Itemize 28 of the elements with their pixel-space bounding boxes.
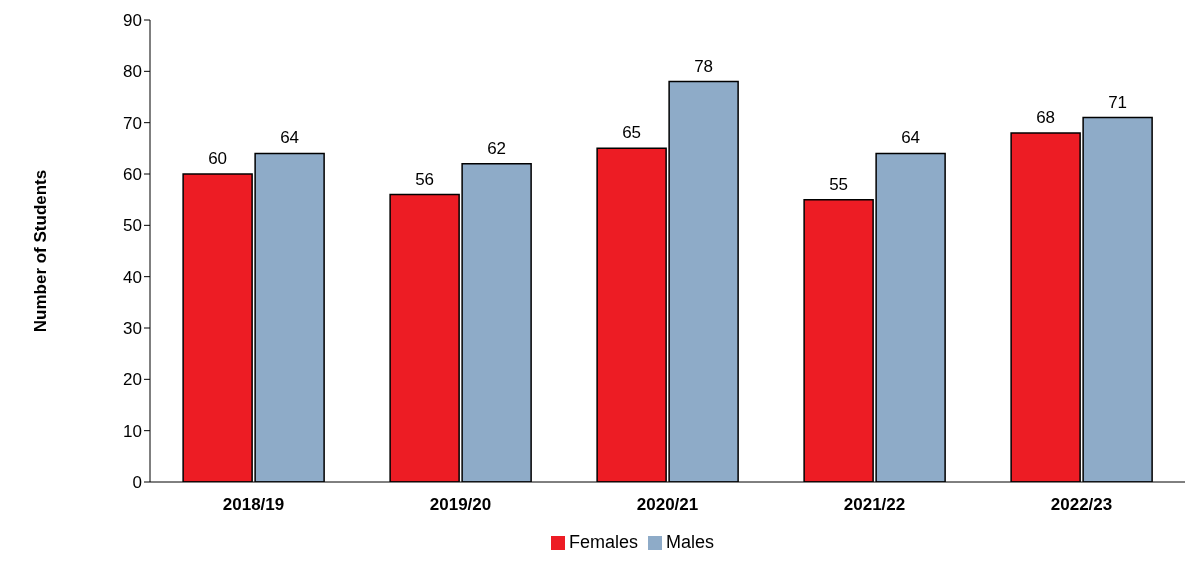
y-tick-label: 50 bbox=[123, 216, 142, 236]
x-tick-label: 2021/22 bbox=[843, 495, 906, 515]
y-tick-label: 10 bbox=[123, 421, 142, 441]
y-tick-label: 40 bbox=[123, 267, 142, 287]
data-label: 62 bbox=[487, 138, 507, 158]
x-tick-label: 2019/20 bbox=[429, 495, 492, 515]
data-label: 64 bbox=[280, 128, 300, 148]
data-label: 55 bbox=[829, 174, 849, 194]
legend-label: Females bbox=[568, 532, 638, 552]
y-tick-label: 20 bbox=[123, 370, 142, 390]
x-tick-label: 2020/21 bbox=[636, 495, 699, 515]
y-tick-label: 30 bbox=[123, 319, 142, 339]
y-axis-title: Number of Students bbox=[31, 169, 51, 333]
x-tick-label: 2022/23 bbox=[1050, 495, 1113, 515]
y-tick-label: 80 bbox=[123, 62, 142, 82]
y-tick-label: 70 bbox=[123, 113, 142, 133]
data-label: 60 bbox=[208, 149, 228, 168]
x-tick-label: 2018/19 bbox=[222, 495, 285, 515]
legend-label: Males bbox=[666, 532, 715, 552]
y-tick-label: 90 bbox=[123, 11, 142, 31]
data-label: 56 bbox=[415, 169, 435, 189]
data-label: 68 bbox=[1036, 107, 1056, 127]
y-tick-label: 0 bbox=[132, 473, 142, 493]
data-label: 78 bbox=[694, 56, 714, 76]
data-label: 71 bbox=[1108, 92, 1128, 112]
data-label: 64 bbox=[901, 128, 921, 148]
data-label: 65 bbox=[622, 123, 642, 143]
y-tick-label: 60 bbox=[123, 165, 142, 185]
